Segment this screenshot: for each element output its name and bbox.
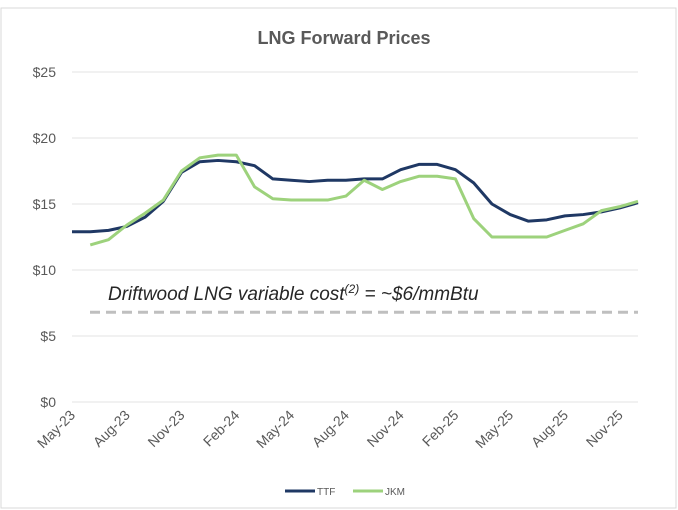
y-tick-label: $0 [40, 394, 56, 410]
chart-frame [0, 7, 677, 509]
series-line [89, 153, 639, 247]
y-tick-label: $10 [33, 262, 57, 278]
chart-title: LNG Forward Prices [257, 28, 430, 48]
y-tick-label: $20 [33, 130, 57, 146]
y-tick-label: $25 [33, 64, 57, 80]
legend-label: TTF [317, 487, 335, 498]
y-tick-label: $5 [40, 328, 56, 344]
annotation: Driftwood LNG variable cost(2) = ~$6/mmB… [108, 282, 479, 305]
annotation-part: Driftwood LNG variable cost [108, 284, 345, 305]
annotation-part: = ~$6/mmBtu [359, 284, 479, 305]
annotation-part: (2) [345, 282, 360, 296]
y-tick-label: $15 [33, 196, 57, 212]
legend-label: JKM [385, 487, 405, 498]
